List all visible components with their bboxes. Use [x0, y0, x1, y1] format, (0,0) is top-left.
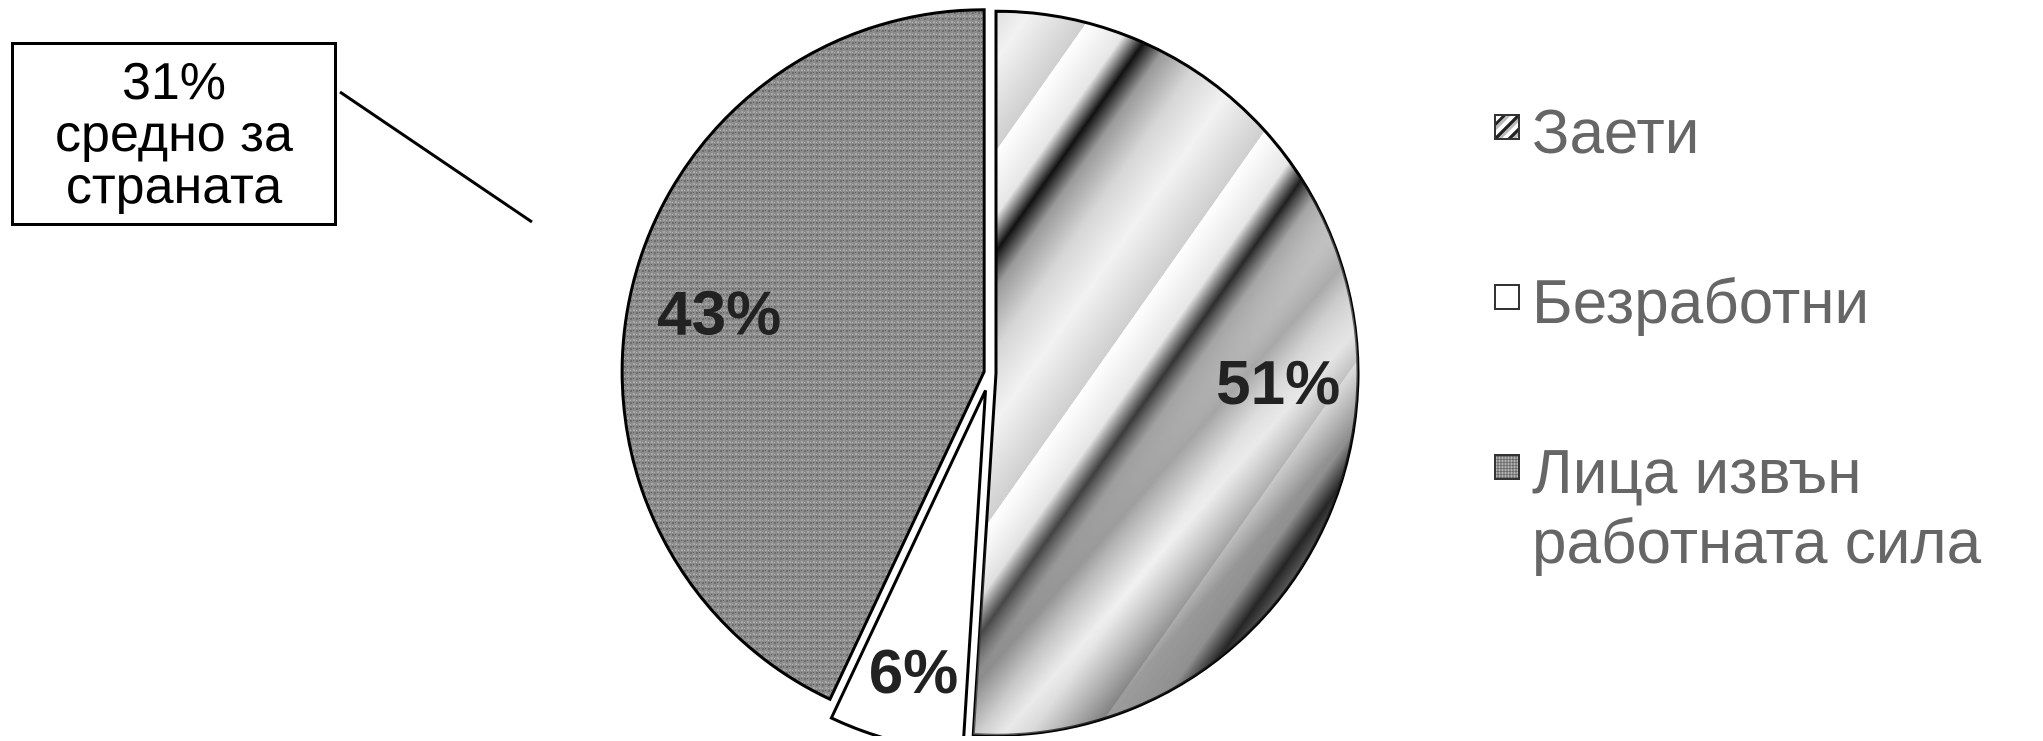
pie-slice-employed-shading: [973, 11, 1358, 736]
data-label-unemployed: 6%: [869, 638, 959, 707]
legend-label-employed: Заети: [1532, 98, 1699, 168]
data-label-employed: 51%: [1216, 349, 1340, 418]
legend-label-outside-labor-force: Лица извън работната сила: [1532, 438, 1981, 578]
legend-label-unemployed-line-1: Безработни: [1532, 268, 1870, 337]
callout-line-2: средно за: [55, 105, 293, 163]
data-label-outside-labor-force: 43%: [657, 279, 781, 348]
callout-line-3: страната: [65, 157, 283, 215]
legend-label-outside-line-2: работната сила: [1532, 508, 1982, 577]
legend-label-outside-line-1: Лица извън: [1532, 438, 1862, 507]
legend-item-employed: Заети: [1494, 98, 1699, 168]
callout-line-1: 31%: [121, 53, 227, 111]
legend-item-outside-labor-force: Лица извън работната сила: [1494, 438, 1981, 578]
legend-label-unemployed: Безработни: [1532, 268, 1869, 338]
pie-data-labels: 51% 6% 43%: [657, 279, 1340, 706]
legend-swatch-employed: [1494, 114, 1520, 140]
pie-slice-outside-labor-force: [620, 8, 986, 702]
legend-swatch-unemployed: [1494, 284, 1520, 310]
country-average-callout: 31% средно за страната: [11, 42, 337, 226]
legend-label-employed-line-1: Заети: [1532, 98, 1700, 167]
legend-swatch-outside-labor-force: [1494, 454, 1520, 480]
legend-item-unemployed: Безработни: [1494, 268, 1869, 338]
callout-leader-line: [339, 90, 533, 224]
pie-slices: [620, 8, 1360, 741]
